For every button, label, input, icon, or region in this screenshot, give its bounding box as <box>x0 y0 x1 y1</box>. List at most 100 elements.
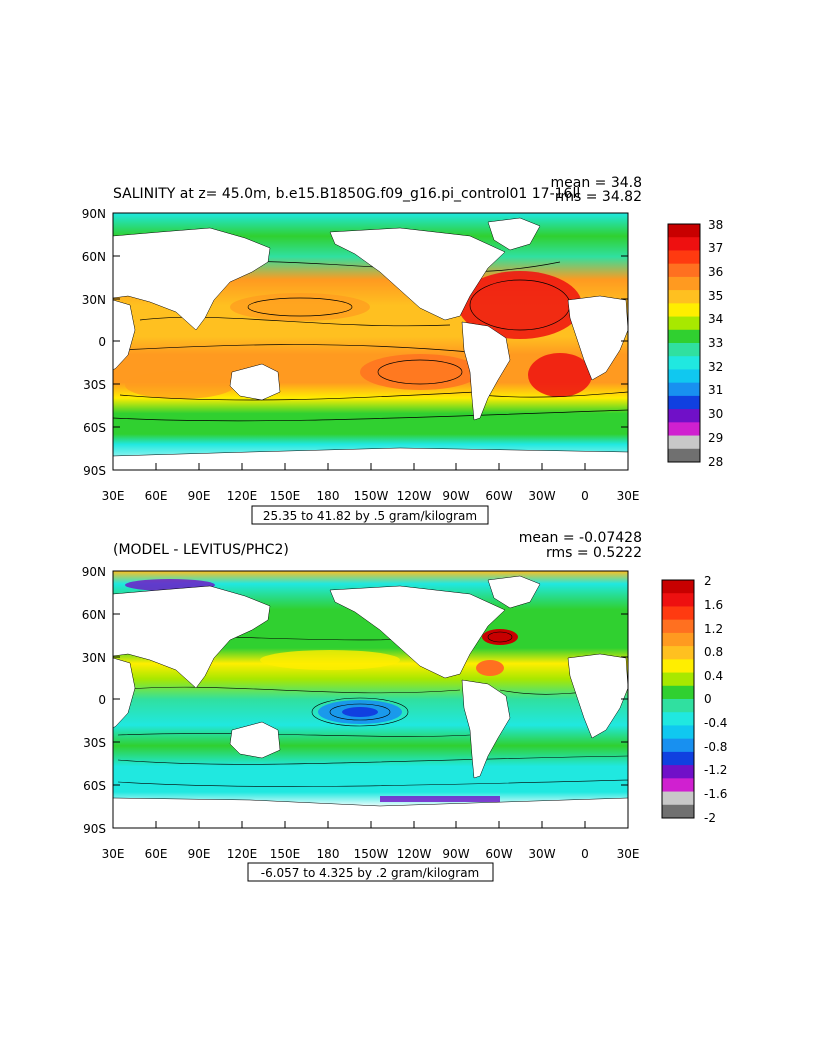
colorbar-swatch <box>662 804 694 819</box>
top-lat-ticks <box>113 212 628 471</box>
colorbar-label: 33 <box>708 336 723 350</box>
bottom-lon-labels: 30E 60E 90E 120E 150E 180 150W 120W 90W … <box>102 847 640 861</box>
colorbar-swatch <box>668 343 700 357</box>
bottom-pacific-fresh-core <box>342 707 378 717</box>
lon-label: 30E <box>617 489 640 503</box>
lon-label: 30E <box>102 489 125 503</box>
lon-label: 180 <box>317 847 340 861</box>
top-australia <box>229 363 281 401</box>
top-map-panel: SALINITY at z= 45.0m, b.e15.B1850G.f09_g… <box>82 175 723 525</box>
bottom-greenland <box>487 575 541 609</box>
bottom-contour-info-box <box>247 862 494 882</box>
colorbar-swatch <box>662 672 694 687</box>
colorbar-swatch <box>668 303 700 317</box>
lon-label: 60E <box>145 489 168 503</box>
lon-label: 120E <box>227 847 258 861</box>
colorbar-frame <box>661 579 695 819</box>
lon-label: 30W <box>528 489 555 503</box>
colorbar-label: 1.6 <box>704 598 723 612</box>
colorbar-swatch <box>668 395 700 410</box>
colorbar-swatch <box>662 751 694 766</box>
bottom-colorbar <box>661 579 695 819</box>
colorbar-label: 0.8 <box>704 645 723 659</box>
bottom-south-america <box>461 679 511 779</box>
bottom-gulfstream-bias <box>482 629 518 645</box>
bottom-africa <box>567 653 629 739</box>
colorbar-swatch <box>662 606 694 621</box>
colorbar-swatch <box>662 791 694 806</box>
top-continents <box>112 217 629 471</box>
top-panel-title: SALINITY at z= 45.0m, b.e15.B1850G.f09_g… <box>113 186 580 202</box>
colorbar-swatch <box>662 765 694 779</box>
lon-label: 90E <box>188 847 211 861</box>
bottom-map-panel: (MODEL - LEVITUS/PHC2) mean = -0.07428 r… <box>82 530 727 882</box>
colorbar-swatch <box>668 422 700 436</box>
colorbar-swatch <box>662 712 694 726</box>
lon-label: 90E <box>188 489 211 503</box>
lon-label: 150E <box>270 847 301 861</box>
colorbar-swatch <box>662 580 694 594</box>
colorbar-label: 31 <box>708 383 723 397</box>
lon-label: 120W <box>397 847 432 861</box>
top-greenland <box>487 217 541 251</box>
colorbar-swatch <box>662 699 694 713</box>
lat-label: 30N <box>82 651 106 665</box>
colorbar-swatch <box>668 409 700 423</box>
lon-label: 30E <box>102 847 125 861</box>
colorbar-label: 0 <box>704 692 712 706</box>
colorbar-swatch <box>668 435 700 450</box>
colorbar-label: 36 <box>708 265 723 279</box>
colorbar-swatch <box>668 263 700 278</box>
colorbar-swatch <box>668 448 700 463</box>
top-south-america <box>461 321 511 421</box>
lat-label: 90S <box>83 822 106 836</box>
colorbar-swatch <box>668 250 700 265</box>
top-lon-ticks <box>112 463 629 470</box>
bottom-north-pacific-positive <box>260 650 400 670</box>
colorbar-label: -0.8 <box>704 740 727 754</box>
lon-label: 90W <box>442 489 469 503</box>
bottom-lat-ticks <box>113 570 628 829</box>
lon-label: 60W <box>485 847 512 861</box>
lat-label: 90S <box>83 464 106 478</box>
lon-label: 120W <box>397 489 432 503</box>
lat-label: 0 <box>98 693 106 707</box>
lat-label: 90N <box>82 565 106 579</box>
lon-label: 150W <box>354 489 389 503</box>
colorbar-swatch <box>662 738 694 753</box>
colorbar-swatch <box>662 778 694 792</box>
bottom-colorbar-labels: 2 1.6 1.2 0.8 0.4 0 -0.4 -0.8 -1.2 -1.6 … <box>704 574 727 825</box>
colorbar-label: 29 <box>708 431 723 445</box>
colorbar-label: -0.4 <box>704 716 727 730</box>
bottom-panel-title: (MODEL - LEVITUS/PHC2) <box>113 542 289 558</box>
colorbar-label: -2 <box>704 811 716 825</box>
lat-label: 30S <box>83 378 106 392</box>
top-colorbar-labels: 38 37 36 35 34 33 32 31 30 29 28 <box>708 218 723 469</box>
top-atlantic-salinity-max <box>458 271 582 339</box>
lat-label: 60N <box>82 608 106 622</box>
bottom-contour-info: -6.057 to 4.325 by .2 gram/kilogram <box>261 866 480 880</box>
colorbar-label: 35 <box>708 289 723 303</box>
colorbar-label: 28 <box>708 455 723 469</box>
lon-label: 30E <box>617 847 640 861</box>
colorbar-swatch <box>668 369 700 384</box>
lon-label: 60W <box>485 489 512 503</box>
bottom-gulf-bias <box>476 660 504 676</box>
bottom-eurasia-africa-west <box>112 585 271 689</box>
top-south-indian-salinity-max <box>125 371 235 399</box>
top-contour-info-box <box>251 505 489 525</box>
bottom-contour-lines <box>117 631 629 787</box>
colorbar-label: -1.2 <box>704 763 727 777</box>
colorbar-swatch <box>668 382 700 397</box>
colorbar-swatch <box>662 685 694 700</box>
bottom-australia <box>229 721 281 759</box>
lon-label: 60E <box>145 847 168 861</box>
colorbar-swatch <box>662 646 694 660</box>
lon-label: 90W <box>442 847 469 861</box>
colorbar-label: 1.2 <box>704 622 723 636</box>
colorbar-label: 38 <box>708 218 723 232</box>
colorbar-swatch <box>668 224 700 238</box>
colorbar-swatch <box>668 356 700 370</box>
top-north-pacific-salinity-max <box>230 293 370 321</box>
colorbar-frame <box>667 223 701 463</box>
